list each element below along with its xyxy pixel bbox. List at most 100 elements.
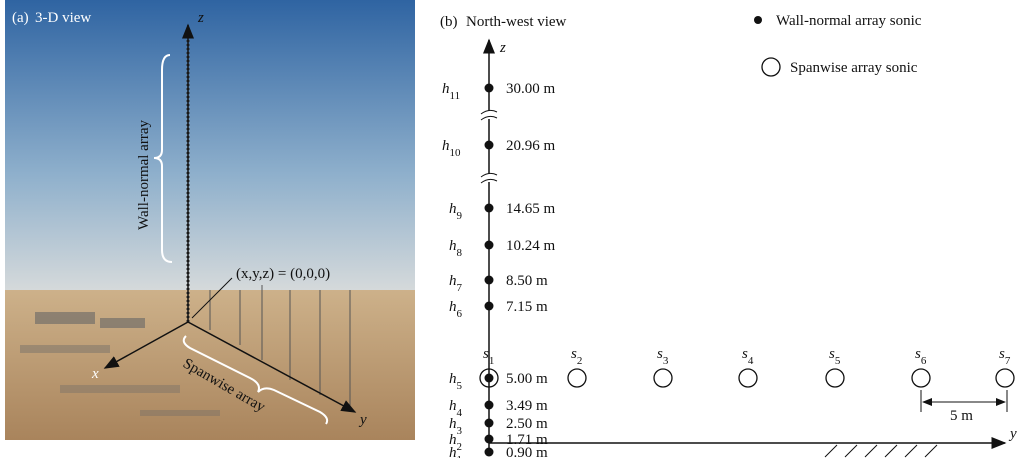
height-symbol-symbol: h bbox=[449, 201, 457, 217]
legend-label: Spanwise array sonic bbox=[790, 60, 918, 76]
height-value: 7.15 m bbox=[506, 299, 548, 315]
annotation: Wall-normal array bbox=[136, 120, 152, 230]
sensor-dot bbox=[484, 400, 494, 410]
height-value: 14.65 m bbox=[506, 201, 556, 217]
sonic-label: s3 bbox=[657, 346, 669, 367]
sonic-label: s5 bbox=[829, 346, 841, 367]
sensor-dot bbox=[484, 83, 494, 93]
ground-hatch bbox=[824, 444, 938, 458]
sonic-label-symbol: s bbox=[829, 346, 835, 362]
sonic-circle bbox=[995, 368, 1015, 388]
height-value: 30.00 m bbox=[506, 81, 556, 97]
height-symbol-index: 6 bbox=[457, 308, 463, 320]
x-axis bbox=[103, 321, 189, 369]
axis-label: z bbox=[197, 10, 204, 26]
height-symbol: h6 bbox=[449, 299, 463, 320]
sensor-dot bbox=[484, 140, 494, 150]
diagram-panel: 5 m (b) North-west view z y Wall-normal … bbox=[440, 13, 1017, 458]
height-value: 8.50 m bbox=[506, 273, 548, 289]
height-value: 2.50 m bbox=[506, 416, 548, 432]
axis-label: y bbox=[358, 412, 367, 428]
sonic-label-symbol: s bbox=[742, 346, 748, 362]
legend-circle bbox=[761, 57, 781, 77]
height-symbol: h5 bbox=[449, 371, 463, 392]
sonic-circle bbox=[911, 368, 931, 388]
sonic-label: s7 bbox=[999, 346, 1011, 367]
pointer bbox=[191, 277, 233, 319]
sonic-label: s1 bbox=[483, 346, 494, 367]
height-symbol-symbol: h bbox=[442, 81, 450, 97]
sensor-dot bbox=[484, 240, 494, 250]
sonic-circle bbox=[738, 368, 758, 388]
height-symbol: h11 bbox=[442, 81, 460, 102]
panel-label: (b) bbox=[440, 14, 458, 30]
height-symbol-symbol: h bbox=[449, 371, 457, 387]
annotation: (x,y,z) = (0,0,0) bbox=[236, 266, 330, 282]
height-symbol-symbol: h bbox=[449, 299, 457, 315]
panel-label: (a) bbox=[12, 10, 29, 26]
sensor-dot bbox=[484, 203, 494, 213]
height-symbol-index: 3 bbox=[457, 425, 463, 437]
sonic-label: s4 bbox=[742, 346, 754, 367]
height-value: 0.90 m bbox=[506, 445, 548, 458]
height-symbol-symbol: h bbox=[449, 398, 457, 414]
sonic-label-symbol: s bbox=[999, 346, 1005, 362]
sonic-label-symbol: s bbox=[915, 346, 921, 362]
height-symbol-symbol: h bbox=[449, 432, 457, 448]
height-value: 10.24 m bbox=[506, 238, 556, 254]
height-symbol-index: 9 bbox=[457, 210, 463, 222]
y-axis bbox=[187, 321, 357, 413]
height-symbol-index: 11 bbox=[450, 90, 461, 102]
sensor-dot bbox=[484, 434, 494, 444]
height-symbol-index: 5 bbox=[457, 380, 463, 392]
height-symbol: h10 bbox=[442, 138, 461, 159]
sonic-label-index: 1 bbox=[489, 355, 495, 367]
height-value: 1.71 m bbox=[506, 432, 548, 448]
sensor-dot bbox=[484, 301, 494, 311]
sonic-label-index: 6 bbox=[921, 355, 927, 367]
sensor-dot bbox=[484, 275, 494, 285]
sonic-label: s6 bbox=[915, 346, 927, 367]
sky bbox=[5, 0, 415, 292]
sonic-label-index: 3 bbox=[663, 355, 669, 367]
height-symbol-index: 4 bbox=[457, 407, 463, 419]
axis-label: x bbox=[91, 366, 99, 382]
sonic-label-index: 2 bbox=[577, 355, 583, 367]
scale-label: 5 m bbox=[950, 408, 973, 424]
sonic-label-index: 5 bbox=[835, 355, 841, 367]
sonic-label-index: 7 bbox=[1005, 355, 1011, 367]
height-symbol: h3 bbox=[449, 416, 463, 437]
height-symbol: h8 bbox=[449, 238, 463, 259]
sonic-label: s2 bbox=[571, 346, 582, 367]
brace bbox=[182, 335, 329, 425]
legend-label: Wall-normal array sonic bbox=[776, 13, 922, 29]
axis-label: z bbox=[499, 40, 506, 56]
sonic-label-index: 4 bbox=[748, 355, 754, 367]
height-symbol-index: 2 bbox=[457, 441, 463, 453]
equipment bbox=[20, 312, 220, 416]
height-symbol: h2 bbox=[449, 432, 462, 453]
sonic-label-symbol: s bbox=[571, 346, 577, 362]
height-symbol-index: 1 bbox=[457, 454, 463, 458]
sonic-label-symbol: s bbox=[657, 346, 663, 362]
height-symbol-symbol: h bbox=[449, 445, 457, 458]
height-symbol-index: 7 bbox=[457, 282, 463, 294]
height-symbol: h7 bbox=[449, 273, 463, 294]
sonic-circle bbox=[479, 368, 499, 388]
height-value: 3.49 m bbox=[506, 398, 548, 414]
height-symbol-symbol: h bbox=[449, 273, 457, 289]
height-symbol: h9 bbox=[449, 201, 463, 222]
height-symbol-index: 8 bbox=[457, 247, 463, 259]
height-symbol-symbol: h bbox=[442, 138, 450, 154]
sonic-label-symbol: s bbox=[483, 346, 489, 362]
sonic-circle bbox=[567, 368, 587, 388]
masts bbox=[209, 285, 351, 410]
height-value: 5.00 m bbox=[506, 371, 548, 387]
height-symbol: h1 bbox=[449, 445, 462, 458]
sonic-circle bbox=[825, 368, 845, 388]
axis-break bbox=[480, 109, 498, 184]
panel-title: 3-D view bbox=[35, 10, 91, 26]
photo-panel: (a) 3-D view z x y Wall-normal array (x,… bbox=[5, 0, 415, 440]
brace bbox=[153, 54, 173, 263]
